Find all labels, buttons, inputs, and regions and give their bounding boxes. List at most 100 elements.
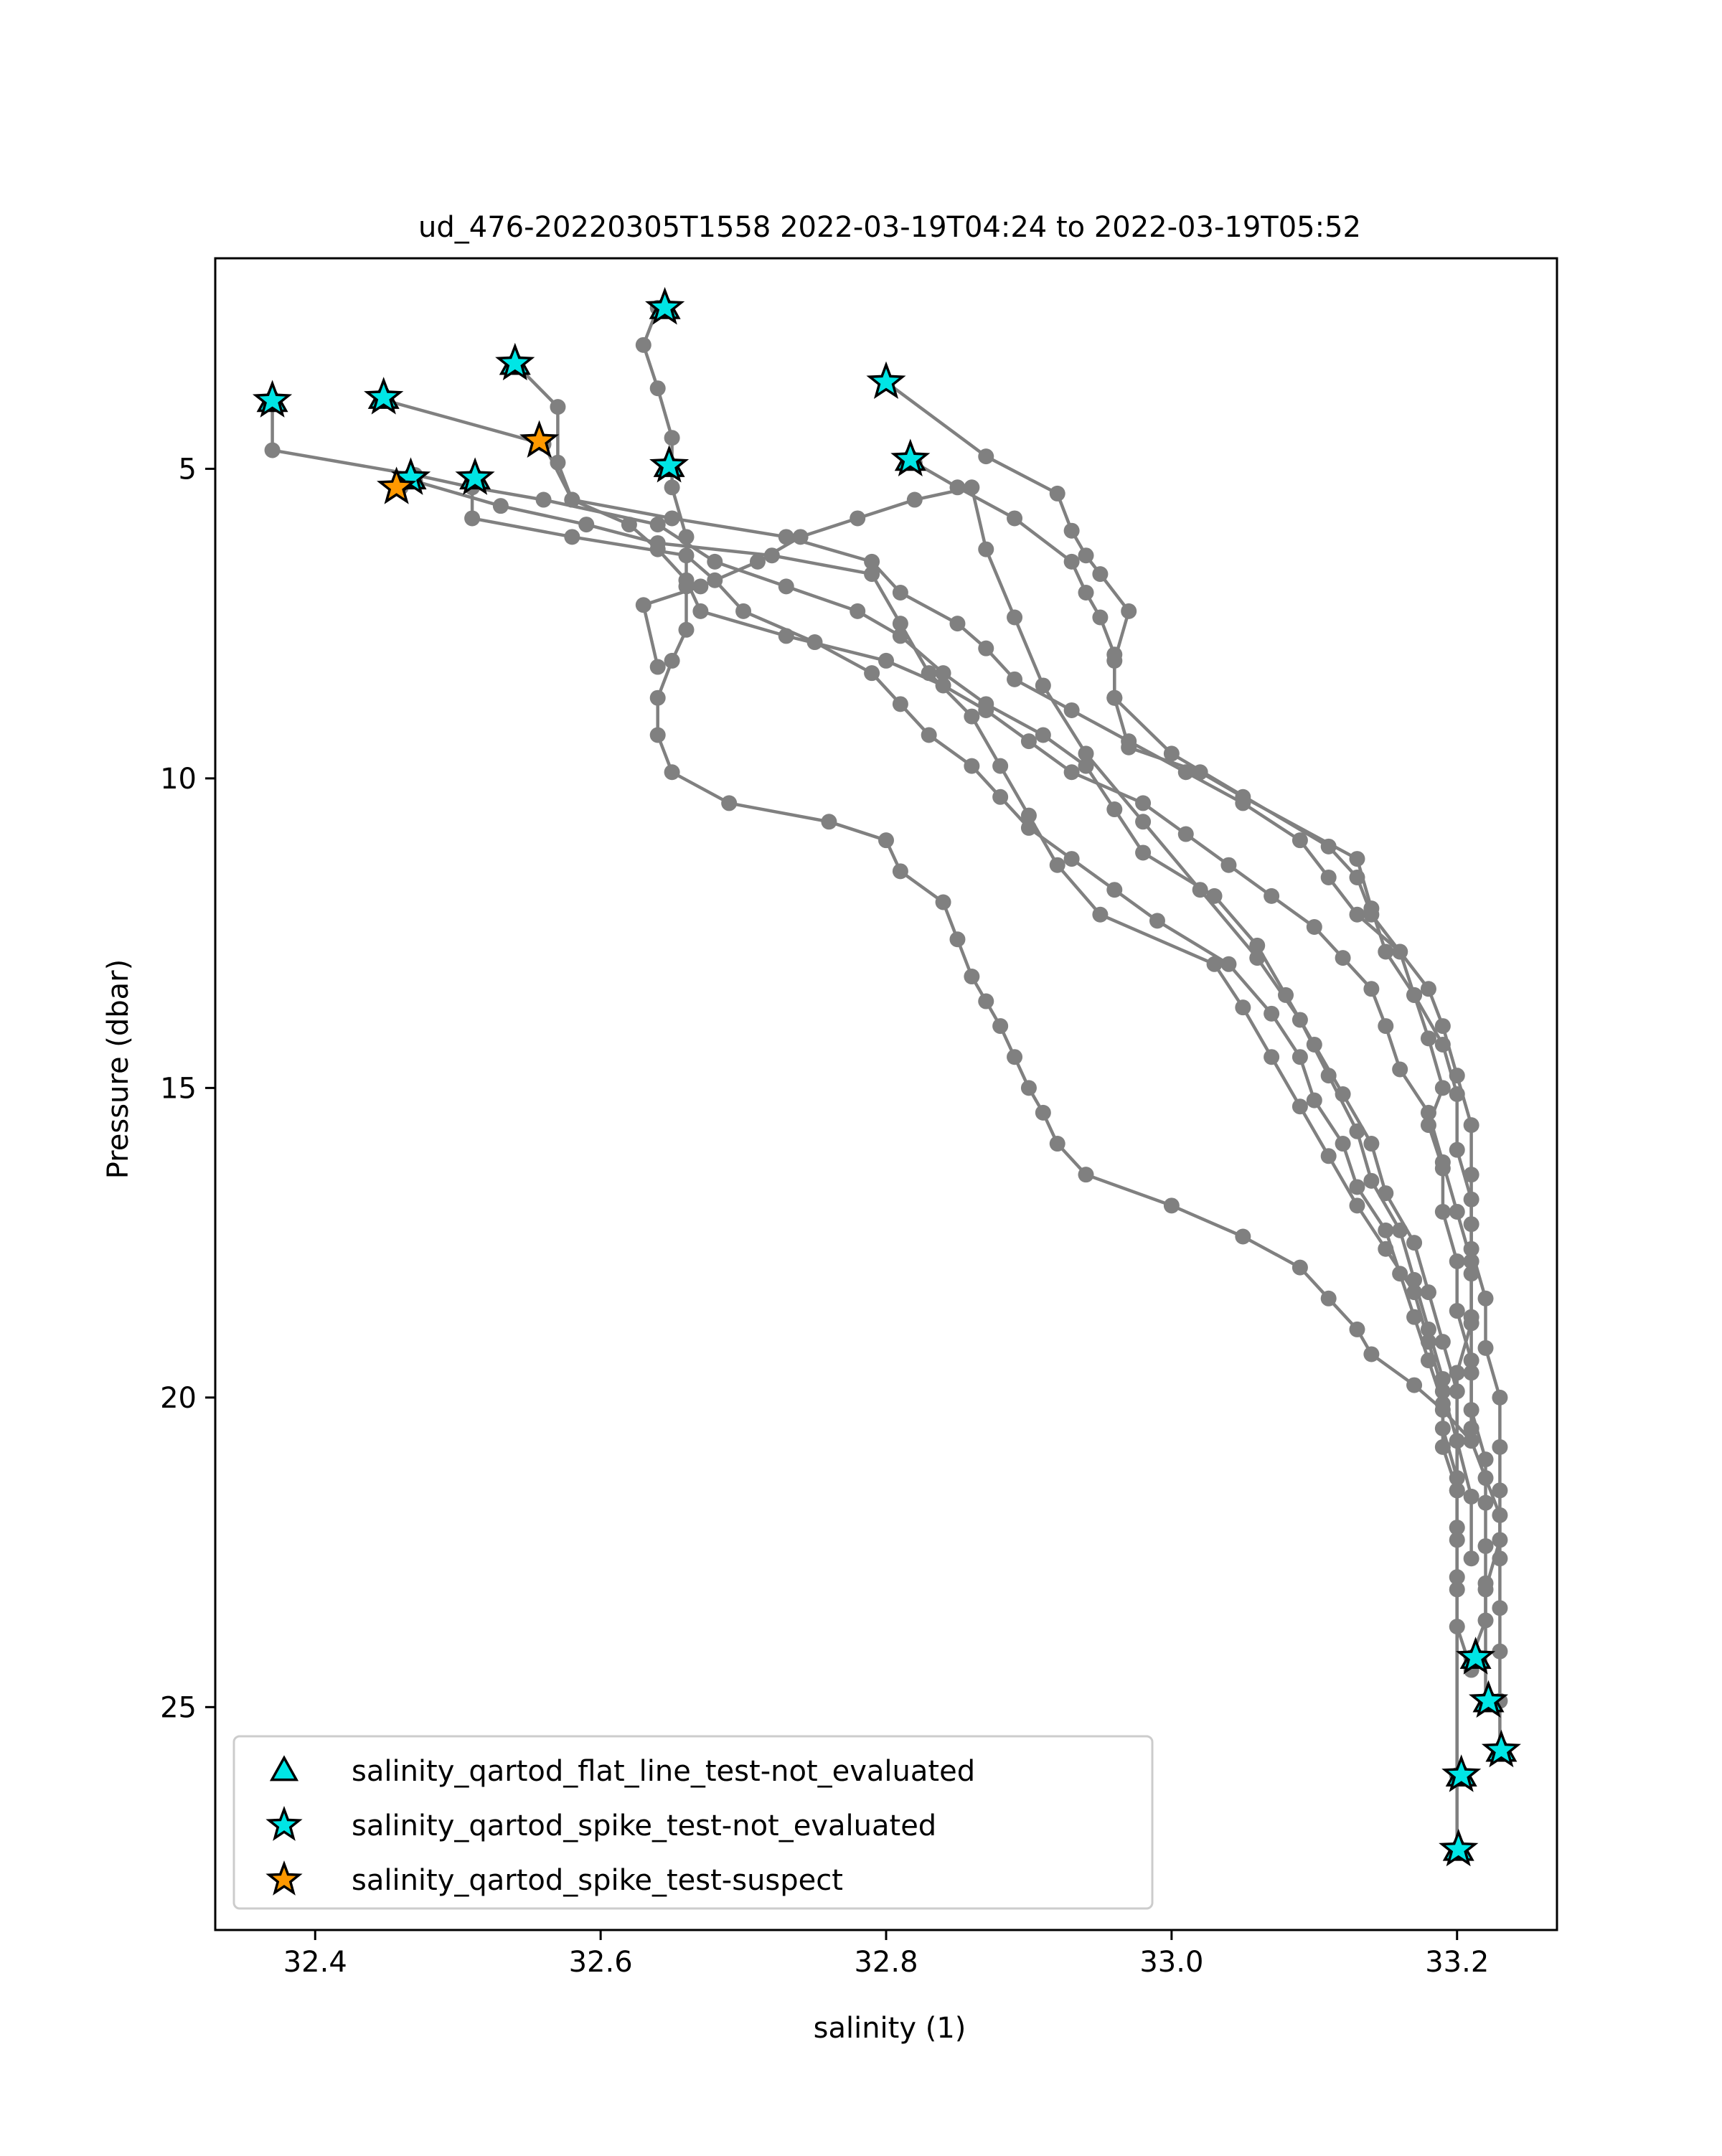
profile-point	[1406, 987, 1423, 1003]
profile-point	[1078, 745, 1094, 762]
spike-test-not-evaluated-marker	[495, 342, 535, 381]
spike-test-not-evaluated-marker	[645, 287, 685, 325]
profile-series-5	[378, 392, 1479, 1784]
profile-line	[913, 461, 1502, 1701]
profile-point	[1035, 727, 1051, 743]
profile-point	[921, 665, 937, 682]
profile-point	[1449, 1253, 1465, 1269]
profile-point	[1049, 1136, 1065, 1152]
profile-point	[1492, 1439, 1508, 1455]
y-tick-label: 5	[179, 453, 197, 486]
profile-point	[1092, 906, 1109, 923]
profile-point	[1106, 801, 1123, 818]
profile-point	[949, 931, 966, 948]
x-tick-label: 33.2	[1425, 1946, 1489, 1979]
spike-test-suspect-marker	[377, 466, 417, 504]
profile-point	[1149, 913, 1165, 929]
profile-point	[892, 863, 908, 880]
profile-point	[1007, 1049, 1023, 1065]
profile-point	[1463, 1433, 1479, 1449]
profile-point	[1220, 956, 1237, 972]
x-axis: 32.4 32.6 32.8 33.0 33.2	[283, 1930, 1489, 1979]
profile-point	[1078, 758, 1094, 774]
profile-point	[1392, 1061, 1408, 1078]
profile-point	[1363, 1172, 1380, 1189]
profile-point	[1420, 1321, 1436, 1337]
profile-point	[1121, 733, 1137, 750]
profile-point	[1420, 1284, 1436, 1301]
profile-point	[1420, 1104, 1436, 1121]
profile-point	[921, 727, 937, 743]
profile-point	[564, 529, 580, 545]
profile-point	[978, 993, 994, 1009]
chart-title: ud_476-20220305T1558 2022-03-19T04:24 to…	[418, 211, 1361, 244]
profile-point	[1235, 999, 1251, 1016]
profile-point	[535, 491, 552, 508]
profile-line	[270, 400, 1459, 1850]
profile-point	[978, 696, 994, 712]
profile-point	[649, 689, 666, 706]
profile-point	[892, 696, 908, 712]
profile-point	[1306, 919, 1322, 935]
profile-point	[1349, 1197, 1365, 1214]
profile-point	[649, 659, 666, 675]
profile-point	[1292, 832, 1308, 849]
legend-entry-label: salinity_qartod_flat_line_test-not_evalu…	[352, 1755, 975, 1788]
legend-triangle-icon	[269, 1755, 299, 1781]
spike-test-not-evaluated-marker	[1456, 1637, 1496, 1675]
legend-entry-label: salinity_qartod_spike_test-not_evaluated	[352, 1809, 936, 1842]
profile-point	[664, 510, 680, 527]
profile-point	[1020, 733, 1037, 750]
profile-point	[1363, 981, 1380, 997]
profile-point	[1007, 609, 1023, 626]
spike-test-not-evaluated-marker	[866, 361, 906, 400]
profile-point	[1063, 702, 1080, 718]
profile-point	[1477, 1290, 1494, 1307]
profile-point	[1092, 609, 1109, 626]
profile-point	[1320, 1148, 1337, 1164]
profile-point	[878, 652, 894, 669]
profile-point	[1406, 1271, 1423, 1288]
profile-point	[678, 621, 695, 638]
profile-point	[1063, 764, 1080, 781]
profile-point	[1463, 1421, 1479, 1436]
profile-point	[1378, 1241, 1394, 1257]
profile-point	[1434, 1154, 1451, 1170]
profile-point	[1378, 943, 1394, 960]
legend-box	[232, 1735, 1154, 1910]
profile-point	[949, 616, 966, 632]
profile-point	[1106, 646, 1123, 663]
profile-point	[464, 510, 481, 527]
profile-point	[664, 479, 680, 496]
spike-test-not-evaluated-marker	[1439, 1828, 1479, 1867]
profile-point	[1235, 1228, 1251, 1245]
profile-point	[778, 578, 794, 595]
profile-point	[578, 517, 595, 533]
profile-point	[1477, 1470, 1494, 1487]
profile-point	[1249, 937, 1266, 954]
spike-test-not-evaluated-marker	[649, 445, 690, 483]
profile-point	[1078, 1167, 1094, 1183]
profile-point	[964, 708, 980, 725]
profile-point	[1449, 1470, 1465, 1487]
profile-point	[1349, 1179, 1365, 1195]
profile-point	[864, 553, 880, 570]
profile-point	[1463, 1488, 1479, 1505]
profile-point	[550, 399, 566, 415]
profile-line	[386, 399, 1473, 1776]
profile-point	[964, 479, 980, 496]
x-tick-label: 33.0	[1139, 1946, 1203, 1979]
profile-point	[1078, 585, 1094, 601]
profile-point	[1349, 1321, 1365, 1337]
profile-point	[635, 336, 651, 353]
profile-point	[1434, 1370, 1451, 1387]
profile-point	[707, 553, 723, 570]
profile-point	[692, 578, 709, 595]
profile-point	[1020, 1080, 1037, 1096]
profile-point	[1463, 1315, 1479, 1332]
profile-point	[692, 603, 709, 619]
profile-point	[1449, 1068, 1465, 1084]
profile-point	[1035, 1104, 1051, 1121]
profile-point	[1420, 1030, 1436, 1047]
profile-point	[1406, 1309, 1423, 1325]
